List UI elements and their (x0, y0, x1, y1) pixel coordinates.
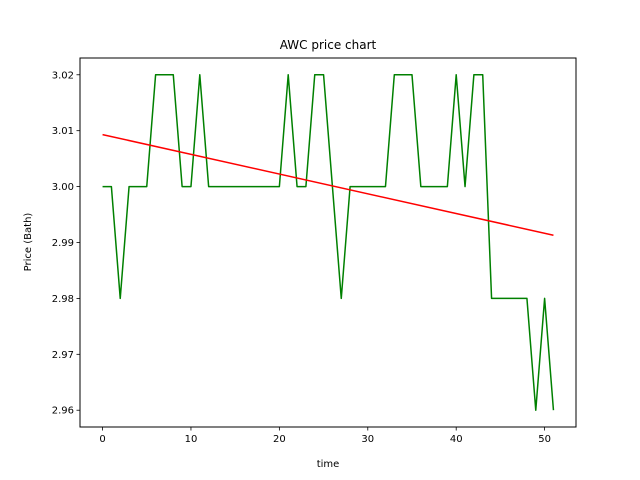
x-tick-label: 20 (273, 434, 286, 445)
x-axis-label: time (317, 459, 340, 470)
y-tick-label: 3.02 (52, 70, 74, 81)
x-tick-label: 30 (361, 434, 374, 445)
y-tick-label: 2.99 (52, 238, 74, 249)
x-tick-label: 0 (99, 434, 105, 445)
chart-title: AWC price chart (280, 38, 377, 52)
series-line-1 (102, 74, 555, 411)
x-tick-label: 50 (538, 434, 551, 445)
y-tick-label: 3.01 (52, 126, 74, 137)
series-line-2 (102, 133, 554, 236)
x-tick-label: 40 (450, 434, 463, 445)
x-tick-label: 10 (185, 434, 198, 445)
y-tick-label: 3.00 (52, 182, 74, 193)
y-tick-label: 2.98 (52, 294, 74, 305)
y-tick-label: 2.97 (52, 350, 74, 361)
series-layer (102, 74, 555, 411)
y-axis-label: Price (Bath) (23, 213, 34, 272)
x-axis: 0 10 20 30 40 50 (99, 427, 551, 445)
y-tick-label: 2.96 (52, 406, 74, 417)
y-axis: 2.96 2.97 2.98 2.99 3.00 3.01 3.02 (52, 70, 80, 417)
